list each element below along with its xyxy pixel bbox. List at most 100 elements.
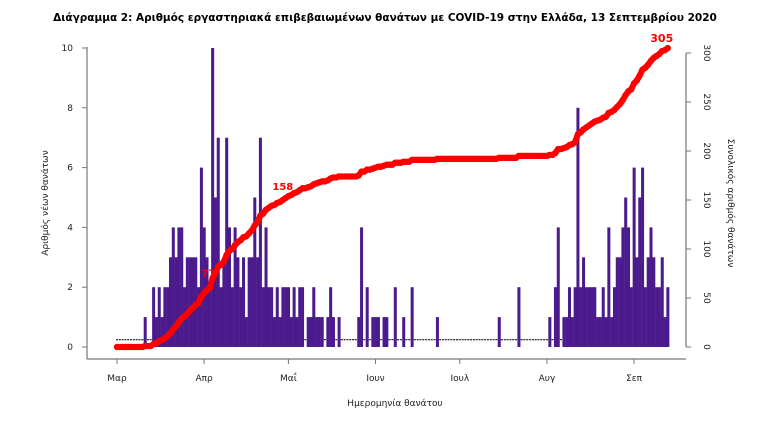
- zero-marker: [399, 339, 402, 341]
- cumulative-point: [220, 258, 227, 265]
- x-axis-ticks: Μαρ Απρ Μαΐ Ιουν Ιουλ Αυγ Σεπ: [107, 359, 643, 384]
- x-tick-label: Ιουλ: [450, 374, 469, 384]
- bar: [376, 317, 380, 347]
- zero-marker: [363, 339, 366, 341]
- x-tick-label: Μαΐ: [280, 372, 297, 384]
- bar: [152, 287, 156, 347]
- zero-marker: [368, 339, 371, 341]
- bar-series: [143, 48, 670, 347]
- bar: [331, 317, 335, 347]
- zero-marker: [551, 339, 554, 341]
- bar: [621, 227, 625, 347]
- zero-marker: [450, 339, 453, 341]
- zero-marker: [520, 339, 523, 341]
- zero-marker: [478, 339, 481, 341]
- bar: [652, 257, 656, 347]
- zero-marker: [503, 339, 506, 341]
- left-axis-ticks: 0 2 4 6 8 10: [62, 44, 87, 353]
- zero-marker: [543, 339, 546, 341]
- bar: [320, 317, 324, 347]
- zero-marker: [467, 339, 470, 341]
- bar: [365, 287, 369, 347]
- zero-marker: [472, 339, 475, 341]
- zero-marker: [304, 339, 307, 341]
- zero-marker: [115, 339, 119, 341]
- zero-marker: [141, 339, 144, 341]
- x-tick-label: Σεπ: [626, 374, 643, 384]
- zero-marker: [523, 339, 526, 341]
- bar: [157, 287, 161, 347]
- bar: [306, 317, 310, 347]
- zero-marker: [346, 339, 349, 341]
- bar: [517, 287, 521, 347]
- zero-marker: [422, 339, 425, 341]
- zero-marker: [526, 339, 529, 341]
- bar: [253, 197, 257, 347]
- bar: [298, 287, 302, 347]
- bar: [292, 287, 296, 347]
- cumulative-point: [664, 44, 671, 52]
- bar: [264, 227, 268, 347]
- bar: [326, 317, 330, 347]
- zero-marker: [408, 339, 411, 341]
- zero-marker: [470, 339, 473, 341]
- bar: [360, 227, 364, 347]
- bar: [329, 287, 333, 347]
- bar: [191, 257, 195, 347]
- zero-marker: [124, 339, 127, 341]
- zero-marker: [405, 339, 408, 341]
- bar: [627, 227, 631, 347]
- bar: [663, 317, 667, 347]
- zero-marker: [500, 339, 503, 341]
- y2-tick-label: 300: [701, 44, 711, 61]
- y-tick-label: 4: [67, 223, 73, 233]
- bar: [222, 257, 226, 347]
- zero-marker: [461, 339, 464, 341]
- bar: [278, 317, 282, 347]
- zero-marker: [481, 339, 484, 341]
- bar: [590, 287, 594, 347]
- y-axis-label: Αριθμός νέων θανάτων: [40, 150, 51, 256]
- zero-marker: [509, 339, 512, 341]
- x-tick-label: Απρ: [195, 374, 213, 384]
- bar: [568, 287, 572, 347]
- annotation-label: 77: [202, 268, 216, 279]
- cumulative-point: [633, 77, 641, 84]
- bar: [570, 317, 574, 347]
- zero-marker: [506, 339, 509, 341]
- bar: [548, 317, 552, 347]
- bar: [649, 227, 653, 347]
- cumulative-point: [628, 86, 635, 93]
- bar: [596, 317, 600, 347]
- bar: [312, 287, 316, 347]
- zero-marker: [453, 339, 456, 341]
- bar: [624, 197, 628, 347]
- cumulative-point: [619, 96, 626, 104]
- cumulative-point: [195, 299, 202, 307]
- zero-marker: [416, 339, 419, 341]
- bar: [239, 287, 243, 347]
- bar: [261, 287, 265, 347]
- bar: [171, 227, 175, 347]
- bar: [211, 48, 215, 347]
- zero-marker: [515, 339, 518, 341]
- bar: [225, 137, 229, 347]
- bar: [598, 317, 602, 347]
- bar: [216, 137, 220, 347]
- bar: [275, 287, 279, 347]
- bar: [287, 287, 291, 347]
- bar: [267, 287, 271, 347]
- bar: [579, 287, 583, 347]
- bar: [660, 257, 664, 347]
- bar: [435, 317, 439, 347]
- y2-axis-label: Συνολικός αριθμός θανάτων: [725, 139, 736, 268]
- bar: [584, 287, 588, 347]
- zero-marker: [492, 339, 495, 341]
- y-tick-label: 8: [67, 104, 73, 114]
- zero-marker: [433, 339, 436, 341]
- zero-marker: [335, 339, 338, 341]
- zero-marker: [135, 339, 138, 341]
- x-tick-label: Μαρ: [107, 374, 127, 384]
- zero-marker: [495, 339, 498, 341]
- bar: [188, 257, 192, 347]
